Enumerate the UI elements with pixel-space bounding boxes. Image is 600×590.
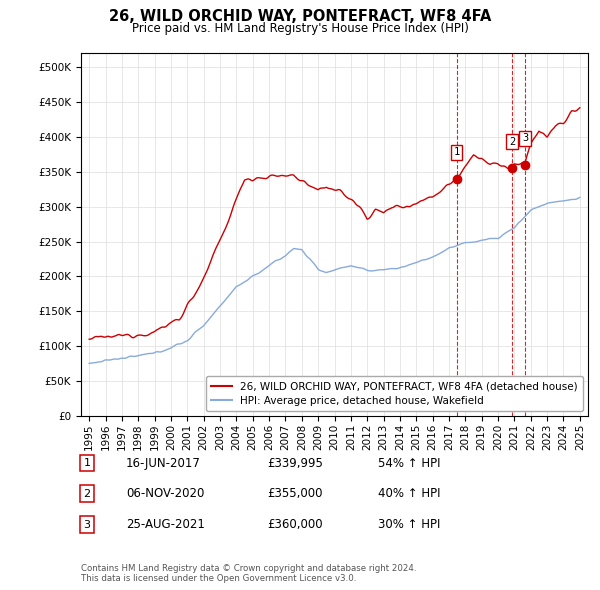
Text: 1: 1 [454, 147, 460, 157]
Text: £360,000: £360,000 [267, 518, 323, 531]
Text: 2: 2 [83, 489, 91, 499]
Text: 2: 2 [509, 137, 515, 147]
Text: Contains HM Land Registry data © Crown copyright and database right 2024.
This d: Contains HM Land Registry data © Crown c… [81, 563, 416, 583]
Text: 26, WILD ORCHID WAY, PONTEFRACT, WF8 4FA: 26, WILD ORCHID WAY, PONTEFRACT, WF8 4FA [109, 9, 491, 24]
Text: £339,995: £339,995 [267, 457, 323, 470]
Text: 30% ↑ HPI: 30% ↑ HPI [378, 518, 440, 531]
Text: 3: 3 [83, 520, 91, 529]
Text: 54% ↑ HPI: 54% ↑ HPI [378, 457, 440, 470]
Legend: 26, WILD ORCHID WAY, PONTEFRACT, WF8 4FA (detached house), HPI: Average price, d: 26, WILD ORCHID WAY, PONTEFRACT, WF8 4FA… [206, 376, 583, 411]
Text: 3: 3 [522, 133, 528, 143]
Text: 1: 1 [83, 458, 91, 468]
Text: 16-JUN-2017: 16-JUN-2017 [126, 457, 201, 470]
Text: £355,000: £355,000 [267, 487, 323, 500]
Text: 40% ↑ HPI: 40% ↑ HPI [378, 487, 440, 500]
Text: 25-AUG-2021: 25-AUG-2021 [126, 518, 205, 531]
Text: 06-NOV-2020: 06-NOV-2020 [126, 487, 205, 500]
Text: Price paid vs. HM Land Registry's House Price Index (HPI): Price paid vs. HM Land Registry's House … [131, 22, 469, 35]
